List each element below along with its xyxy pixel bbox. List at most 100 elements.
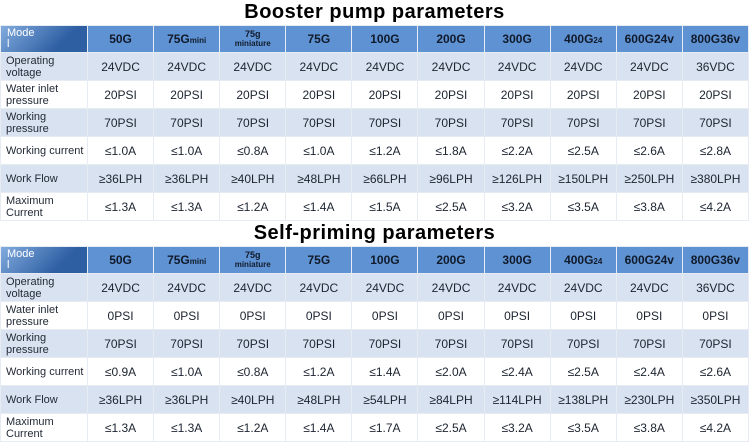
column-header: 200G xyxy=(418,247,484,273)
column-header: 800G36v xyxy=(682,26,748,52)
data-cell: ≥54LPH xyxy=(352,386,418,413)
data-cell: 24VDC xyxy=(418,274,484,301)
data-cell: ≤1.4A xyxy=(352,358,418,385)
data-cell: 24VDC xyxy=(616,53,682,80)
data-cell: 70PSI xyxy=(220,330,286,357)
data-cell: 24VDC xyxy=(220,274,286,301)
data-cell: ≤1.0A xyxy=(286,137,352,164)
data-cell: 20PSI xyxy=(484,81,550,108)
column-header: 75g miniature xyxy=(220,247,286,273)
column-header: 75Gmini xyxy=(154,247,220,273)
data-cell: 70PSI xyxy=(88,330,154,357)
data-cell: ≤2.2A xyxy=(484,137,550,164)
data-cell: ≤1.3A xyxy=(154,193,220,220)
data-cell: 24VDC xyxy=(616,274,682,301)
data-cell: 70PSI xyxy=(550,109,616,136)
row-label: Working current xyxy=(1,137,87,164)
row-label: Water inlet pressure xyxy=(1,302,87,329)
data-cell: ≥126LPH xyxy=(484,165,550,192)
data-cell: 24VDC xyxy=(88,53,154,80)
data-cell: 24VDC xyxy=(550,53,616,80)
data-cell: ≤3.2A xyxy=(484,193,550,220)
column-name: 200G xyxy=(436,253,466,267)
data-cell: 36VDC xyxy=(682,53,748,80)
data-cell: 24VDC xyxy=(550,274,616,301)
data-cell: 20PSI xyxy=(220,81,286,108)
table-row: Maximum Current ≤1.3A ≤1.3A ≤1.2A ≤1.4A ≤1.5A… xyxy=(1,193,748,220)
data-cell: ≤1.3A xyxy=(88,193,154,220)
data-cell: 70PSI xyxy=(418,330,484,357)
column-name: 100G xyxy=(370,32,400,46)
column-name: 600G24v xyxy=(624,253,674,267)
column-name: 75g xyxy=(244,250,261,260)
data-cell: 0PSI xyxy=(616,302,682,329)
data-cell: ≤3.2A xyxy=(484,414,550,441)
model-header-cell: Model xyxy=(1,26,87,52)
data-cell: 24VDC xyxy=(352,53,418,80)
data-cell: ≤1.4A xyxy=(286,414,352,441)
data-cell: 0PSI xyxy=(418,302,484,329)
data-cell: ≤2.6A xyxy=(682,358,748,385)
column-name: 75G xyxy=(307,253,331,267)
parameters-table: Model 50G 75Gmini 75g miniature 75G 100G 200G 30… xyxy=(0,246,749,442)
section-title: Self-priming parameters xyxy=(253,222,496,244)
data-cell: 20PSI xyxy=(352,81,418,108)
column-header: 200G xyxy=(418,26,484,52)
data-cell: 36VDC xyxy=(682,274,748,301)
column-header: 600G24v xyxy=(616,26,682,52)
model-label: Model xyxy=(7,27,35,50)
data-cell: 0PSI xyxy=(352,302,418,329)
data-cell: ≥40LPH xyxy=(220,386,286,413)
column-name: 100G xyxy=(370,253,400,267)
column-name-suffix: 24 xyxy=(593,36,603,45)
data-cell: ≤4.2A xyxy=(682,414,748,441)
data-cell: 0PSI xyxy=(88,302,154,329)
column-name: 300G xyxy=(502,32,532,46)
data-cell: ≤1.2A xyxy=(220,414,286,441)
data-cell: ≤0.9A xyxy=(88,358,154,385)
section-title: Booster pump parameters xyxy=(244,1,505,23)
data-cell: 70PSI xyxy=(616,330,682,357)
data-cell: 70PSI xyxy=(154,330,220,357)
column-header: 300G xyxy=(484,26,550,52)
data-cell: ≤0.8A xyxy=(220,137,286,164)
data-cell: ≥380LPH xyxy=(682,165,748,192)
header-row: Model 50G 75Gmini 75g miniature 75G 100G 200G 30… xyxy=(1,26,748,52)
data-cell: ≤1.0A xyxy=(88,137,154,164)
column-name: 50G xyxy=(109,32,132,46)
data-cell: 70PSI xyxy=(616,109,682,136)
data-cell: ≤0.8A xyxy=(220,358,286,385)
data-cell: ≤2.8A xyxy=(682,137,748,164)
data-cell: ≥36LPH xyxy=(154,386,220,413)
data-cell: 24VDC xyxy=(418,53,484,80)
data-cell: ≥66LPH xyxy=(352,165,418,192)
column-name: 75G xyxy=(307,32,331,46)
column-name: 75g xyxy=(244,29,261,39)
row-label: Work Flow xyxy=(1,386,87,413)
data-cell: ≥114LPH xyxy=(484,386,550,413)
data-cell: 70PSI xyxy=(352,330,418,357)
parameters-section: Self-priming parameters Model 50G 75Gmini 75… xyxy=(0,221,749,442)
data-cell: 24VDC xyxy=(352,274,418,301)
table-row: Operating voltage 24VDC 24VDC 24VDC 24VDC 24V… xyxy=(1,53,748,80)
data-cell: ≤1.8A xyxy=(418,137,484,164)
table-row: Water inlet pressure 20PSI 20PSI 20PSI 20PSI… xyxy=(1,81,748,108)
data-cell: 20PSI xyxy=(154,81,220,108)
data-cell: 24VDC xyxy=(154,53,220,80)
data-cell: 24VDC xyxy=(484,53,550,80)
column-name-suffix: 24 xyxy=(593,257,603,266)
data-cell: ≤2.4A xyxy=(616,358,682,385)
data-cell: ≤2.4A xyxy=(484,358,550,385)
data-cell: 70PSI xyxy=(682,109,748,136)
data-cell: 20PSI xyxy=(682,81,748,108)
column-header: 400G24 xyxy=(550,247,616,273)
data-cell: ≤2.5A xyxy=(418,414,484,441)
data-cell: ≤3.5A xyxy=(550,414,616,441)
data-cell: ≤1.2A xyxy=(352,137,418,164)
table-row: Maximum Current ≤1.3A ≤1.3A ≤1.2A ≤1.4A ≤1.7A… xyxy=(1,414,748,441)
table-row: Water inlet pressure 0PSI 0PSI 0PSI 0PSI 0PSI… xyxy=(1,302,748,329)
data-cell: ≥36LPH xyxy=(154,165,220,192)
data-cell: 70PSI xyxy=(484,109,550,136)
table-row: Work Flow ≥36LPH ≥36LPH ≥40LPH ≥48LPH ≥66LPH ≥… xyxy=(1,165,748,192)
